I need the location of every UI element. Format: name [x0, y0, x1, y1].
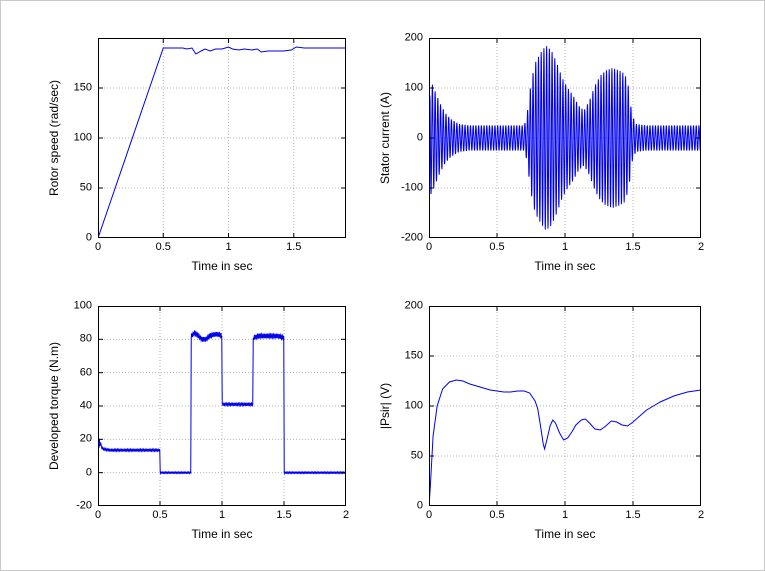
y-tick-label: 0: [416, 499, 423, 512]
y-tick-label: 0: [416, 131, 423, 144]
x-tick-label: 1.5: [625, 509, 641, 521]
x-tick-label: 0.5: [155, 241, 171, 253]
data-line-rotor-speed: [98, 46, 346, 238]
data-line-developed-torque: [98, 330, 346, 475]
y-tick-label: 40: [79, 399, 92, 412]
rotor-flux-plot-area: [429, 306, 701, 506]
x-tick-label: 1: [218, 509, 226, 521]
axis-box: [98, 38, 346, 238]
axis-box: [429, 306, 701, 506]
y-tick-label: 200: [404, 31, 423, 44]
rotor-speed-plot-area: [98, 38, 346, 238]
x-axis-label: Time in sec: [191, 527, 253, 541]
y-tick-label: 100: [73, 299, 92, 312]
subplot-stator-current: Stator current (A) Time in sec 0 0.5 1 1.5 2…: [378, 32, 704, 273]
stator-current-plot-area: [429, 38, 701, 238]
subplot-rotor-speed: Rotor speed (rad/sec) Time in sec 0 0.5 1 1…: [47, 38, 346, 273]
x-axis-label: Time in sec: [191, 259, 253, 273]
y-tick-label: 150: [404, 349, 423, 362]
data-line-rotor-flux-magnitude: [429, 379, 701, 506]
y-axis-label: |Psir| (V): [378, 382, 392, 430]
y-axis-label: Rotor speed (rad/sec): [47, 79, 61, 197]
y-tick-label: 100: [73, 131, 92, 144]
data-line-stator-current: [429, 46, 701, 230]
x-tick-label: 2: [697, 509, 705, 521]
subplot-developed-torque: Developed torque (N.m) Time in sec 0 0.5 1…: [47, 300, 349, 541]
x-tick-label: 2: [342, 509, 350, 521]
x-tick-label: 1: [561, 241, 569, 253]
x-tick-label: 1: [225, 241, 232, 253]
developed-torque-plot-area: [98, 306, 346, 506]
y-tick-label: 200: [404, 299, 423, 312]
x-tick-label: 1.5: [625, 241, 641, 253]
x-axis-label: Time in sec: [534, 527, 596, 541]
y-tick-label: 50: [79, 181, 92, 194]
axis-box: [429, 38, 701, 238]
x-tick-label: 0: [425, 509, 433, 521]
x-axis-label: Time in sec: [534, 259, 596, 273]
x-tick-label: 0: [94, 241, 102, 253]
y-axis-label: Developed torque (N.m): [47, 341, 61, 471]
y-tick-label: 80: [79, 332, 92, 345]
subplot-rotor-flux: |Psir| (V) Time in sec 0 0.5 1 1.5 2 0 50 100 15…: [378, 300, 704, 541]
y-tick-label: 100: [404, 81, 423, 94]
x-tick-label: 0.5: [489, 241, 505, 253]
y-tick-label: 0: [85, 466, 92, 479]
x-tick-label: 2: [697, 241, 705, 253]
x-tick-label: 0.5: [152, 509, 168, 521]
y-tick-label: 100: [404, 399, 423, 412]
y-tick-label: -20: [76, 499, 92, 512]
y-tick-label: 60: [79, 366, 92, 379]
x-tick-label: 0.5: [489, 509, 505, 521]
y-tick-label: -100: [400, 181, 423, 194]
x-tick-label: 0: [425, 241, 433, 253]
y-axis-label: Stator current (A): [378, 91, 392, 185]
y-tick-label: 20: [79, 432, 92, 445]
axis-box: [98, 306, 346, 506]
x-tick-label: 0: [94, 509, 102, 521]
y-tick-label: -200: [400, 231, 423, 244]
x-tick-label: 1.5: [286, 241, 302, 253]
y-tick-label: 0: [85, 231, 92, 244]
y-tick-label: 150: [73, 81, 92, 94]
y-tick-label: 50: [410, 449, 423, 462]
x-tick-label: 1: [561, 509, 569, 521]
x-tick-label: 1.5: [276, 509, 292, 521]
